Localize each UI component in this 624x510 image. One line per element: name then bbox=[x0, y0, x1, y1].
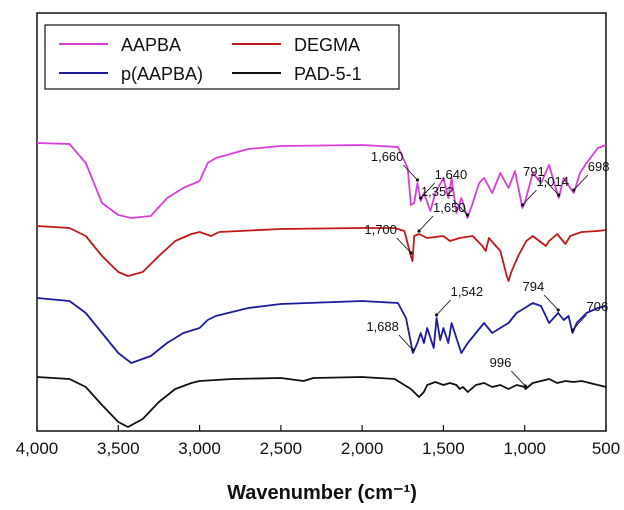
x-axis-title: Wavenumber (cm⁻¹) bbox=[227, 482, 417, 504]
annotation-label: 1,542 bbox=[451, 284, 484, 299]
legend-label-degma: DEGMA bbox=[294, 35, 360, 55]
series-line-degma bbox=[36, 225, 607, 282]
x-tick-label: 3,500 bbox=[97, 439, 140, 458]
annotation-arrowhead bbox=[411, 348, 415, 352]
x-tick-label: 1,500 bbox=[422, 439, 465, 458]
legend-box bbox=[44, 24, 400, 90]
annotation-arrowhead bbox=[556, 308, 560, 312]
annotation-arrow bbox=[543, 294, 559, 311]
x-tick-label: 500 bbox=[592, 439, 620, 458]
annotation-label: 1,014 bbox=[536, 174, 569, 189]
series-line-pad-5-1 bbox=[36, 376, 607, 428]
annotation-arrowhead bbox=[520, 203, 525, 207]
annotation-label: 791 bbox=[523, 164, 545, 179]
annotation-label: 1,640 bbox=[435, 167, 468, 182]
annotation-arrow bbox=[398, 334, 414, 351]
annotation-arrowhead bbox=[465, 213, 470, 217]
annotation-arrowhead bbox=[570, 328, 575, 332]
annotation-arrow bbox=[403, 164, 418, 181]
annotation-arrowhead bbox=[409, 251, 413, 255]
annotation-arrow bbox=[420, 182, 435, 199]
x-tick-label: 3,000 bbox=[178, 439, 221, 458]
annotation-arrow bbox=[511, 370, 526, 387]
x-axis: 4,000 3,500 3,000 2,500 2,000 1,500 1,000 500 bbox=[16, 425, 620, 458]
annotation-arrow bbox=[453, 199, 468, 216]
x-tick-label: 2,000 bbox=[341, 439, 384, 458]
annotation-label: 996 bbox=[490, 355, 512, 370]
annotation-label: 1,688 bbox=[366, 319, 399, 334]
annotation-label: 706 bbox=[587, 299, 609, 314]
x-tick-label: 1,000 bbox=[503, 439, 546, 458]
x-tick-label: 4,000 bbox=[16, 439, 59, 458]
series-line-aapba bbox=[36, 142, 607, 219]
annotation-label: 1,660 bbox=[371, 149, 404, 164]
annotation-arrow bbox=[436, 299, 451, 316]
annotation-arrow bbox=[573, 174, 589, 191]
annotation-arrowhead bbox=[419, 196, 423, 200]
plot-frame bbox=[36, 12, 607, 432]
annotation-label: 1,700 bbox=[364, 222, 397, 237]
annotation-arrowhead bbox=[435, 313, 439, 317]
annotation-arrow bbox=[572, 314, 587, 331]
x-tick-label: 2,500 bbox=[260, 439, 303, 458]
annotation-arrowhead bbox=[417, 229, 421, 233]
annotation-label: 698 bbox=[588, 159, 610, 174]
annotation-arrow bbox=[418, 215, 434, 232]
series-line-p-aapba bbox=[36, 297, 607, 364]
annotation-arrow bbox=[544, 179, 560, 196]
series-layer bbox=[36, 142, 607, 428]
annotation-arrowhead bbox=[523, 384, 527, 388]
annotation-arrow bbox=[396, 237, 412, 254]
annotation-label: 794 bbox=[523, 279, 545, 294]
legend: AAPBA DEGMA p(AAPBA) PAD-5-1 bbox=[44, 24, 400, 90]
annotation-arrowhead bbox=[572, 188, 576, 192]
annotation-label: 1,650 bbox=[433, 200, 466, 215]
annotation-label: 1,352 bbox=[421, 184, 454, 199]
annotation-arrowhead bbox=[415, 178, 420, 182]
annotation-arrow bbox=[522, 189, 537, 206]
legend-label-paapba: p(AAPBA) bbox=[121, 64, 203, 84]
annotation-arrowhead bbox=[557, 193, 561, 197]
legend-label-pad-5-1: PAD-5-1 bbox=[294, 64, 362, 84]
legend-label-aapba: AAPBA bbox=[121, 35, 181, 55]
